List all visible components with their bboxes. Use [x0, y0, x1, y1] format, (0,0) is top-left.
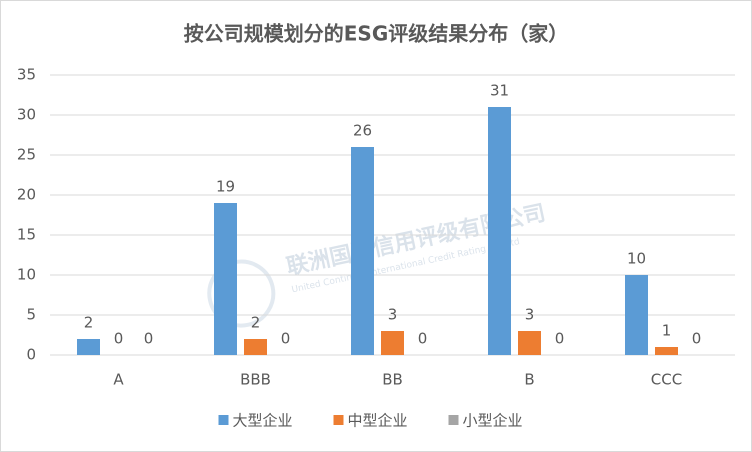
legend-label: 中型企业: [348, 412, 408, 430]
x-tick-label: A: [113, 371, 124, 389]
legend-label: 小型企业: [463, 412, 523, 430]
y-tick-label: 10: [17, 266, 36, 284]
data-label: 10: [627, 250, 646, 268]
bar: [351, 147, 374, 355]
legend-label: 大型企业: [233, 412, 293, 430]
data-label: 1: [662, 322, 672, 340]
y-tick-label: 30: [17, 106, 36, 124]
bar: [518, 331, 541, 355]
chart-title: 按公司规模划分的ESG评级结果分布（家）: [184, 22, 568, 46]
legend-swatch: [218, 415, 229, 425]
bar: [488, 107, 511, 355]
y-tick-label: 15: [17, 226, 36, 244]
data-label: 0: [418, 330, 428, 348]
data-label: 0: [144, 330, 154, 348]
x-tick-label: CCC: [651, 371, 682, 389]
y-tick-label: 20: [17, 186, 36, 204]
data-label: 19: [216, 178, 235, 196]
data-label: 0: [555, 330, 565, 348]
x-tick-label: B: [524, 371, 534, 389]
data-label: 0: [281, 330, 291, 348]
bar: [214, 203, 237, 355]
bar: [625, 275, 648, 355]
bar: [381, 331, 404, 355]
x-tick-label: BBB: [240, 371, 271, 389]
bar: [77, 339, 100, 355]
y-tick-label: 5: [26, 306, 36, 324]
data-label: 31: [490, 82, 509, 100]
data-label: 2: [84, 314, 94, 332]
y-tick-label: 0: [26, 346, 36, 364]
data-label: 0: [114, 330, 124, 348]
bar: [655, 347, 678, 355]
legend-swatch: [448, 415, 459, 425]
data-label: 3: [525, 306, 535, 324]
data-label: 26: [353, 122, 372, 140]
y-tick-label: 35: [17, 66, 36, 84]
legend-swatch: [333, 415, 344, 425]
y-tick-label: 25: [17, 146, 36, 164]
bar: [244, 339, 267, 355]
data-label: 2: [251, 314, 261, 332]
data-label: 3: [388, 306, 398, 324]
x-tick-label: BB: [382, 371, 403, 389]
data-label: 0: [692, 330, 702, 348]
